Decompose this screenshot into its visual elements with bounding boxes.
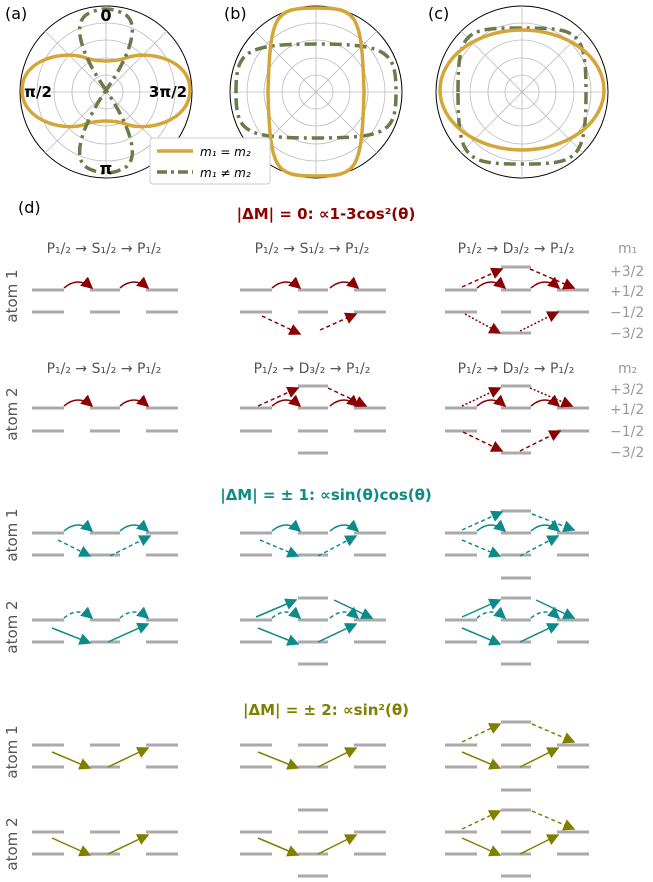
m-value: −3/2 (610, 445, 644, 461)
angle-label-0: 0 (100, 6, 111, 25)
m-value: +1/2 (610, 284, 644, 300)
row-label-atom2: atom 2 (3, 600, 21, 653)
legend-equal: m₁ = m₂ (200, 145, 251, 159)
m2-label: m₂ (618, 361, 637, 377)
polar-panel-a (19, 5, 193, 179)
m-value: +1/2 (610, 402, 644, 418)
transition-label: P₁/₂ → S₁/₂ → P₁/₂ (47, 361, 162, 377)
polar-panel-c (435, 5, 609, 179)
arrows-dm0 (63, 267, 576, 452)
row-label-atom2: atom 2 (3, 817, 21, 870)
curve-equal-c (438, 28, 606, 152)
transition-label: P₁/₂ → S₁/₂ → P₁/₂ (255, 241, 370, 257)
m-value: −1/2 (610, 424, 644, 440)
legend: m₁ = m₂ m₁ ≠ m₂ (149, 137, 271, 185)
row-label-atom1: atom 1 (3, 725, 21, 778)
section-title-dm0: |ΔM| = 0: ∝1-3cos²(θ) (237, 205, 416, 224)
legend-unequal: m₁ ≠ m₂ (200, 166, 251, 180)
m-value: +3/2 (610, 382, 644, 398)
arrows-dm1 (51, 510, 576, 646)
m-value: −3/2 (610, 326, 644, 342)
angle-label-pi-half: π/2 (24, 83, 52, 101)
transition-label: P₁/₂ → D₃/₂ → P₁/₂ (458, 241, 575, 257)
curve-equal-b (266, 6, 366, 178)
row-label-atom1: atom 1 (3, 508, 21, 561)
row-label-atom2: atom 2 (3, 387, 21, 440)
panel-label-a: (a) (5, 4, 27, 23)
transition-label: P₁/₂ → D₃/₂ → P₁/₂ (458, 361, 575, 377)
angle-label-3pi-half: 3π/2 (149, 83, 187, 101)
m-labels: m₁ +3/2 +1/2 −1/2 −3/2 m₂ +3/2 +1/2 −1/2… (610, 241, 644, 461)
panel-label-c: (c) (428, 4, 449, 23)
curve-unequal-a (77, 7, 135, 175)
section-title-dm2: |ΔM| = ± 2: ∝sin²(θ) (243, 701, 409, 720)
curve-unequal-c (456, 26, 588, 166)
polar-panel-b (229, 5, 403, 179)
panel-label-d: (d) (18, 198, 41, 217)
m1-label: m₁ (618, 241, 637, 257)
energy-levels (32, 265, 589, 878)
curve-unequal-b (234, 42, 398, 140)
section-title-dm1: |ΔM| = ± 1: ∝sin(θ)cos(θ) (220, 486, 432, 505)
angle-label-pi: π (100, 159, 113, 178)
transition-label: P₁/₂ → S₁/₂ → P₁/₂ (47, 241, 162, 257)
arrows-dm2 (51, 723, 576, 857)
panel-label-b: (b) (224, 4, 247, 23)
m-value: +3/2 (610, 264, 644, 280)
transition-label: P₁/₂ → D₃/₂ → P₁/₂ (254, 361, 371, 377)
m-value: −1/2 (610, 305, 644, 321)
row-label-atom1: atom 1 (3, 269, 21, 322)
